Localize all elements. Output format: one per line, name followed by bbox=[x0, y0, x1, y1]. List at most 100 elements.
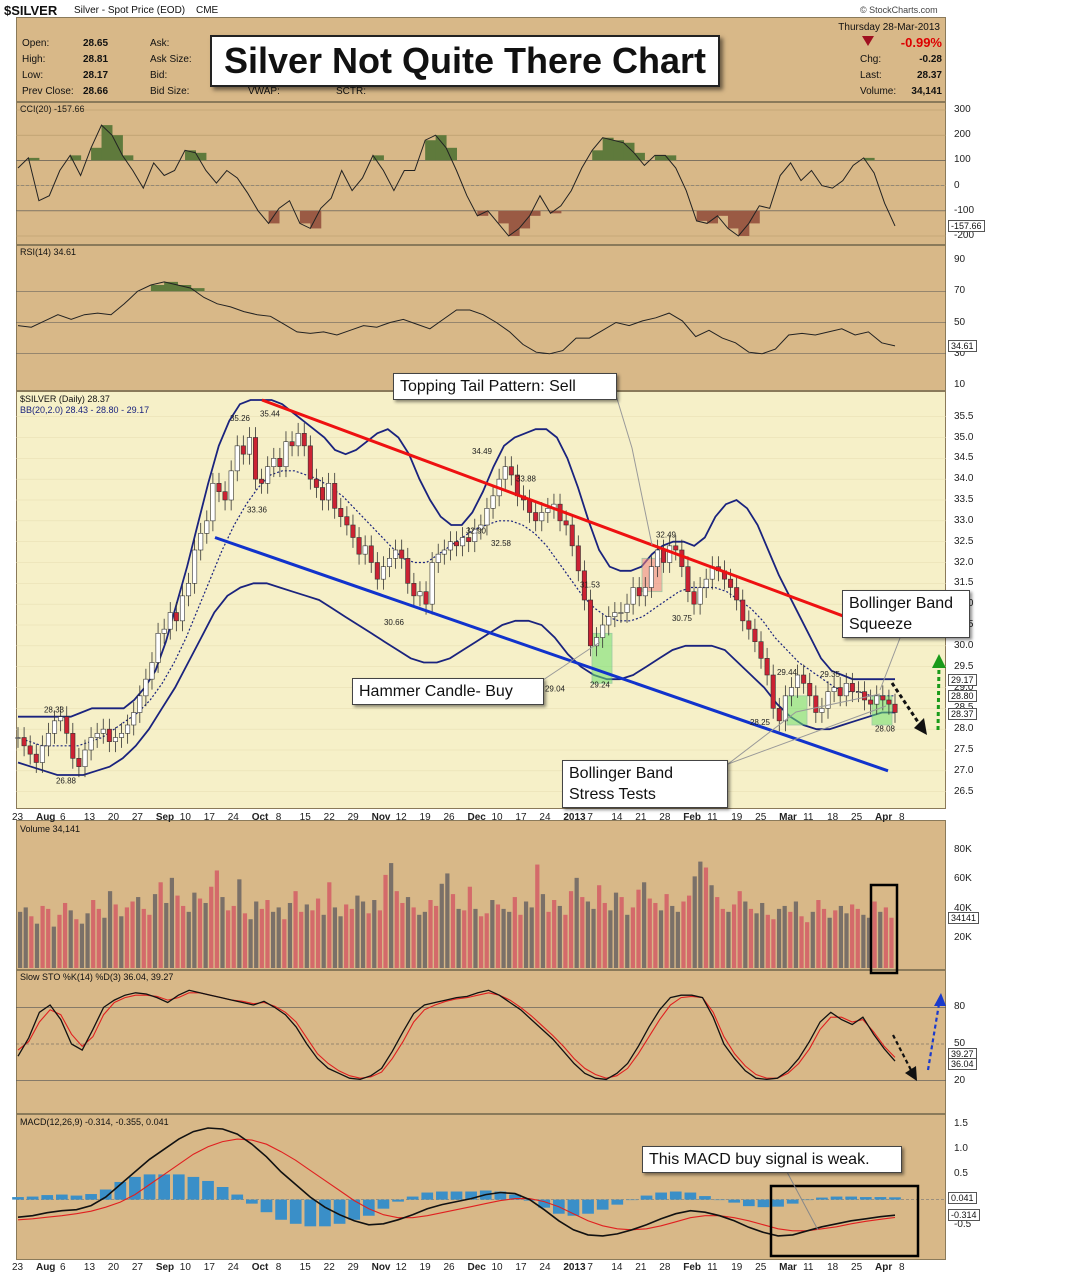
cci-negative-fill bbox=[268, 210, 280, 224]
cci-positive-fill bbox=[665, 155, 677, 161]
volume-bar bbox=[557, 905, 562, 968]
price-tick: 27.0 bbox=[954, 764, 974, 776]
candle-body bbox=[770, 674, 776, 709]
sto-down-arrow-head bbox=[905, 1066, 917, 1081]
x-tick-label: Nov bbox=[371, 812, 391, 823]
candle-body bbox=[350, 524, 356, 538]
candle-body bbox=[472, 528, 478, 542]
volume-bar bbox=[737, 891, 742, 968]
volume-bar bbox=[850, 904, 855, 968]
volume-bar bbox=[653, 902, 658, 968]
x-tick-label: 25 bbox=[851, 812, 863, 823]
candle-body bbox=[642, 587, 648, 597]
volume-bar bbox=[613, 892, 619, 968]
price-tick: 30.0 bbox=[954, 639, 974, 651]
rsi-overbought-fill bbox=[150, 285, 165, 292]
cci-positive-fill bbox=[101, 125, 113, 161]
macd-histogram-bar bbox=[582, 1199, 594, 1214]
candle-body bbox=[575, 545, 581, 572]
price-tick: 29.0 bbox=[954, 681, 974, 693]
volume-bar bbox=[265, 900, 270, 968]
bb-stress-line2: Stress Tests bbox=[569, 786, 656, 803]
x-tick-label: 24 bbox=[227, 1262, 239, 1273]
volume-bar bbox=[226, 910, 231, 968]
candle-body bbox=[752, 628, 758, 642]
candle-body bbox=[447, 541, 453, 551]
x-tick-label: 10 bbox=[491, 812, 503, 823]
macd-histogram-bar bbox=[202, 1180, 214, 1200]
exchange: CME bbox=[196, 5, 219, 16]
volume-bar bbox=[68, 910, 73, 968]
sto-up-arrow bbox=[926, 1003, 941, 1071]
volume-bar bbox=[51, 926, 56, 968]
quote-value: 28.66 bbox=[83, 86, 109, 97]
volume-bar bbox=[827, 917, 832, 968]
macd-histogram-bar bbox=[172, 1174, 185, 1200]
volume-bar bbox=[585, 901, 591, 968]
volume-bar bbox=[287, 902, 293, 968]
candle-body bbox=[167, 612, 173, 630]
candle-body bbox=[88, 737, 94, 751]
cci-positive-fill bbox=[654, 155, 666, 161]
candle-body bbox=[399, 549, 405, 559]
volume-bar bbox=[276, 907, 281, 968]
x-tick-label: 7 bbox=[587, 1262, 593, 1273]
price-label: 28.25 bbox=[750, 718, 771, 727]
cci-positive-fill bbox=[435, 135, 447, 161]
candle-body bbox=[862, 691, 868, 701]
volume-bar bbox=[400, 902, 405, 968]
candle-body bbox=[868, 699, 874, 705]
x-tick-label: 12 bbox=[395, 1262, 407, 1273]
candle-body bbox=[210, 483, 216, 522]
price-tick: 33.5 bbox=[954, 494, 974, 505]
macd-histogram-bar bbox=[26, 1196, 39, 1200]
volume-bar bbox=[760, 902, 765, 968]
price-tick: 29.5 bbox=[954, 660, 974, 672]
volume-bar bbox=[715, 897, 720, 968]
x-tick-label: 21 bbox=[635, 812, 647, 823]
up-arrow-line bbox=[936, 663, 941, 731]
candle-body bbox=[429, 562, 435, 605]
volume-title: Volume 34,141 bbox=[20, 824, 81, 834]
macd-histogram-bar bbox=[421, 1192, 434, 1200]
macd-histogram-bar bbox=[275, 1199, 287, 1220]
volume-bar bbox=[529, 907, 534, 968]
price-label: 35.26 bbox=[230, 414, 251, 423]
macd-histogram-bar bbox=[12, 1197, 24, 1200]
macd-histogram-bar bbox=[319, 1199, 331, 1227]
candle-body bbox=[380, 566, 386, 580]
candle-body bbox=[15, 737, 21, 739]
x-tick-label: Dec bbox=[467, 812, 486, 823]
candle-body bbox=[387, 558, 393, 567]
sto-tick: 50 bbox=[954, 1038, 966, 1049]
quote-value: 34,141 bbox=[911, 86, 942, 97]
volume-tick: 20K bbox=[954, 932, 972, 944]
volume-highlight-box bbox=[869, 883, 899, 975]
candle-body bbox=[636, 587, 642, 597]
macd-histogram-bar bbox=[333, 1199, 346, 1224]
quote-value: 28.37 bbox=[916, 70, 942, 81]
cci-line bbox=[17, 124, 896, 237]
volume-bar bbox=[186, 911, 191, 968]
candle-body bbox=[155, 633, 161, 663]
candle-body bbox=[119, 733, 125, 738]
volume-bar bbox=[883, 907, 888, 968]
x-tick-label: 17 bbox=[203, 1262, 215, 1273]
bb-squeeze-line2: Squeeze bbox=[849, 616, 913, 633]
volume-bar bbox=[304, 904, 309, 968]
x-tick-label: 8 bbox=[275, 812, 282, 823]
x-tick-label: 27 bbox=[131, 812, 143, 823]
volume-bar bbox=[793, 901, 799, 968]
x-tick-label: 26 bbox=[443, 812, 455, 823]
macd-histogram-bar bbox=[889, 1197, 901, 1200]
volume-bar bbox=[254, 901, 259, 968]
x-tick-label: 26 bbox=[443, 1262, 455, 1273]
x-tick-label: 23 bbox=[12, 1262, 24, 1273]
candle-body bbox=[703, 578, 709, 588]
x-tick-label: 6 bbox=[59, 812, 66, 823]
price-label: 26.88 bbox=[56, 776, 77, 785]
candle-body bbox=[886, 699, 892, 705]
cci-positive-fill bbox=[592, 150, 604, 161]
volume-bar bbox=[85, 913, 90, 968]
hammer-callout-pointer bbox=[539, 641, 601, 683]
